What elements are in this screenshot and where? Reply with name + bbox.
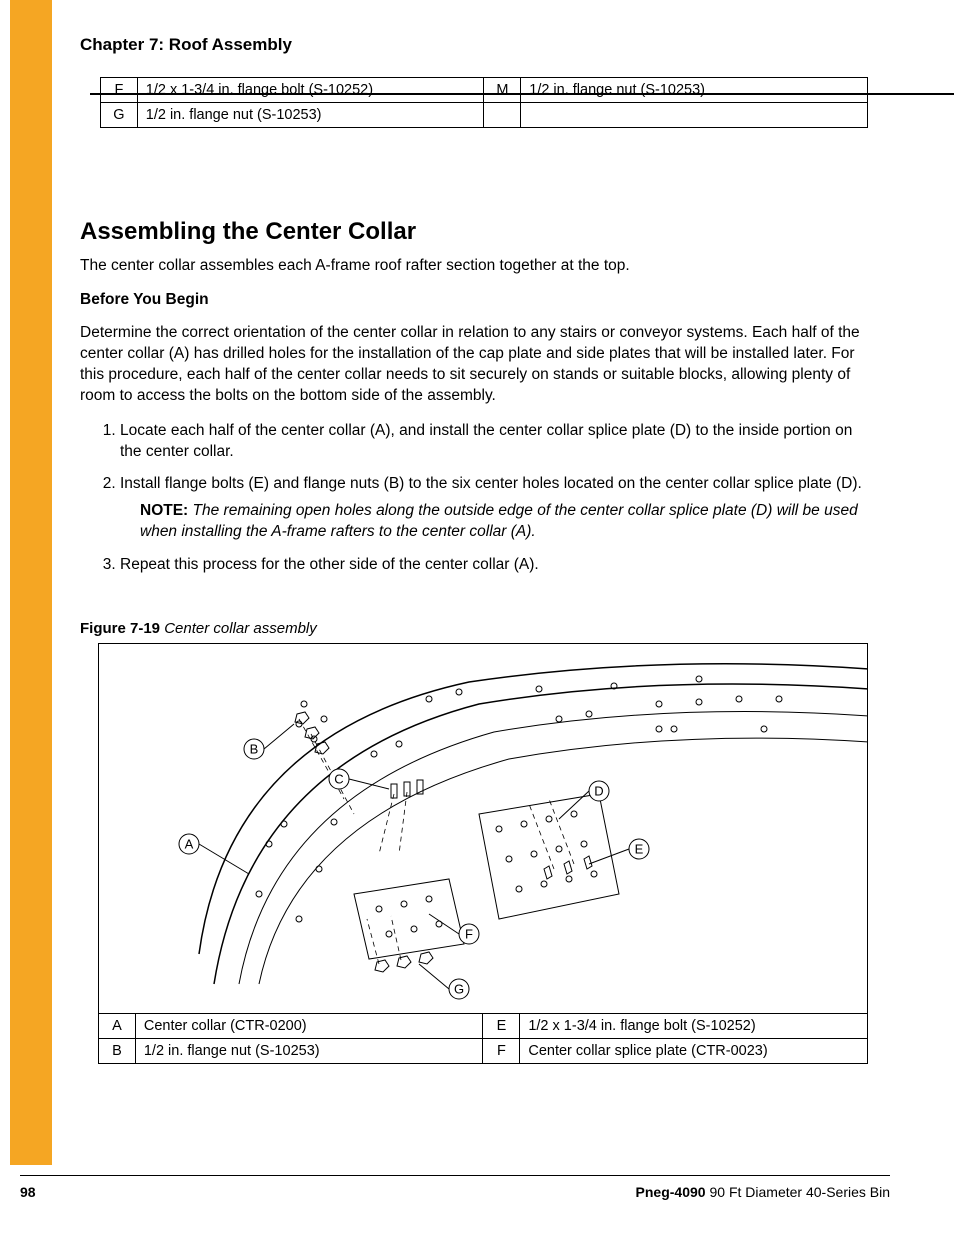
before-heading: Before You Begin [80,291,870,309]
part-desc: 1/2 x 1-3/4 in. flange bolt (S-10252) [137,78,484,103]
part-desc: Center collar (CTR-0200) [135,1014,483,1039]
callout-E: E [629,839,649,859]
step-text: Install flange bolts (E) and flange nuts… [120,475,862,492]
nuts-b [295,712,329,754]
collar-holes [256,676,782,922]
step-item: Locate each half of the center collar (A… [120,421,870,463]
figure-caption: Figure 7-19 Center collar assembly [80,620,870,637]
part-desc: 1/2 in. flange nut (S-10253) [521,78,868,103]
part-desc: 1/2 in. flange nut (S-10253) [135,1039,483,1064]
part-label: M [484,78,521,103]
part-label: F [101,78,138,103]
part-desc [521,103,868,128]
figure-label: Figure 7-19 [80,620,160,637]
svg-text:F: F [465,927,473,942]
note-label: NOTE: [140,502,188,519]
callout-F: F [459,924,479,944]
svg-text:C: C [334,772,343,787]
table-row: B 1/2 in. flange nut (S-10253) F Center … [99,1039,868,1064]
table-row: A Center collar (CTR-0200) E 1/2 x 1-3/4… [99,1014,868,1039]
part-label: F [483,1039,520,1064]
svg-text:B: B [250,742,259,757]
part-label: B [99,1039,136,1064]
note-block: NOTE: The remaining open holes along the… [140,501,870,543]
page-number: 98 [20,1184,36,1200]
part-label: A [99,1014,136,1039]
header-rule [90,93,954,95]
note-text: The remaining open holes along the outsi… [140,502,858,540]
assembly-svg: A B C D E F G [99,644,868,1013]
table-row: G 1/2 in. flange nut (S-10253) [101,103,868,128]
callout-C: C [329,769,349,789]
svg-text:E: E [635,842,644,857]
step-list: Locate each half of the center collar (A… [102,421,870,577]
svg-text:D: D [594,784,603,799]
callout-D: D [589,781,609,801]
figure-parts-table: A Center collar (CTR-0200) E 1/2 x 1-3/4… [98,1013,868,1064]
figure-diagram: A B C D E F G [98,643,868,1013]
section-heading: Assembling the Center Collar [80,218,870,246]
svg-text:G: G [454,982,464,997]
step-item: Repeat this process for the other side o… [120,555,870,576]
page-footer: 98 Pneg-4090 90 Ft Diameter 40-Series Bi… [20,1175,890,1200]
bolts-e [544,856,592,879]
part-label: E [483,1014,520,1039]
part-desc: 1/2 in. flange nut (S-10253) [137,103,484,128]
intro-paragraph: The center collar assembles each A-frame… [80,256,870,277]
figure-title: Center collar assembly [164,620,317,637]
doc-title: 90 Ft Diameter 40-Series Bin [706,1184,890,1200]
plate-holes [496,811,597,892]
page-content: Chapter 7: Roof Assembly F 1/2 x 1-3/4 i… [80,35,870,1064]
accent-sidebar [10,0,52,1165]
continuation-parts-table: F 1/2 x 1-3/4 in. flange bolt (S-10252) … [100,77,868,128]
before-paragraph: Determine the correct orientation of the… [80,323,870,407]
step-item: Install flange bolts (E) and flange nuts… [120,474,870,543]
callout-B: B [244,739,264,759]
bolts-c [391,780,423,798]
part-desc: Center collar splice plate (CTR-0023) [520,1039,868,1064]
callout-A: A [179,834,199,854]
table-row: F 1/2 x 1-3/4 in. flange bolt (S-10252) … [101,78,868,103]
doc-ref: Pneg-4090 90 Ft Diameter 40-Series Bin [636,1184,890,1200]
doc-code: Pneg-4090 [636,1184,706,1200]
chapter-title: Chapter 7: Roof Assembly [80,35,870,55]
part-desc: 1/2 x 1-3/4 in. flange bolt (S-10252) [520,1014,868,1039]
callout-G: G [449,979,469,999]
svg-text:A: A [185,837,194,852]
part-label [484,103,521,128]
part-label: G [101,103,138,128]
